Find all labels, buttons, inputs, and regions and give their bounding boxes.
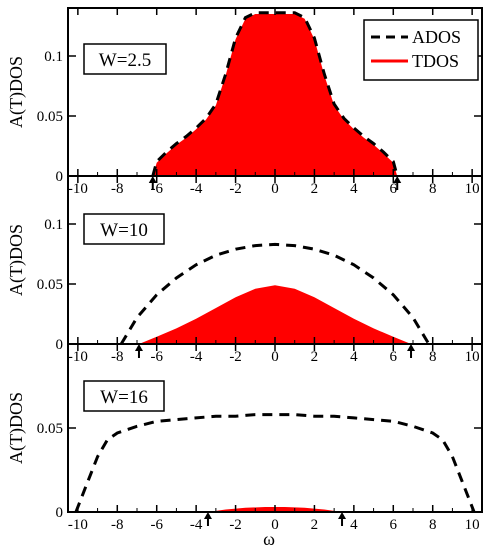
y-tick-label-panel-1: 0.05 <box>37 109 63 125</box>
x-tick-label-panel-3: 8 <box>429 517 437 533</box>
x-tick-label-panel-1: 4 <box>350 181 358 197</box>
edge-arrow-head-panel-3 <box>203 512 212 519</box>
panel-label-box-3 <box>83 380 165 412</box>
x-tick-label-panel-3: 10 <box>465 517 480 533</box>
x-tick-label-panel-1: 6 <box>390 181 398 197</box>
y-axis-title-panel-2: A(T)DOS <box>6 224 27 296</box>
x-tick-label-panel-2: 0 <box>271 349 279 365</box>
x-tick-label-panel-1: -4 <box>190 181 203 197</box>
x-tick-label-panel-3: -6 <box>150 517 163 533</box>
x-tick-label-panel-3: -8 <box>111 517 124 533</box>
x-tick-label-panel-2: -8 <box>111 349 124 365</box>
x-tick-label-panel-1: -2 <box>229 181 242 197</box>
edge-arrow-head-panel-1 <box>393 176 402 183</box>
y-tick-label-panel-3: 0.05 <box>37 421 63 437</box>
x-tick-label-panel-1: -8 <box>111 181 124 197</box>
tdos-area-panel-1 <box>152 14 398 176</box>
x-tick-label-panel-2: 6 <box>390 349 398 365</box>
panel-3: -10 -8 -6 -4 -2 0 2 4 6 8 10 0 0.05 W=16 A(T)DOS <box>6 343 483 533</box>
edge-arrow-head-panel-2 <box>134 344 143 351</box>
x-tick-label-panel-2: 4 <box>350 349 358 365</box>
x-tick-label-panel-2: -10 <box>68 349 88 365</box>
legend: ADOS TDOS <box>363 19 479 81</box>
y-tick-label-panel-1: 0.1 <box>44 49 63 65</box>
edge-arrow-head-panel-3 <box>338 512 347 519</box>
x-tick-label-panel-2: 8 <box>429 349 437 365</box>
legend-box <box>363 19 479 81</box>
x-tick-label-panel-2: 10 <box>465 349 480 365</box>
panel-2: -10 -8 -6 -4 -2 0 2 4 6 8 10 0 0.05 0.1 W=10 A(T)DOS <box>6 175 483 365</box>
x-tick-label-panel-2: -4 <box>190 349 203 365</box>
panel-label-box-1 <box>83 43 167 75</box>
x-tick-label-panel-3: 2 <box>311 517 319 533</box>
x-tick-label-panel-1: 10 <box>465 181 480 197</box>
ados-line-panel-1 <box>151 11 399 177</box>
tdos-area-panel-2 <box>139 285 411 344</box>
panel-label-2: W=10 <box>100 220 148 241</box>
y-axis-title-panel-1: A(T)DOS <box>6 56 27 128</box>
x-tick-label-panel-3: 6 <box>390 517 398 533</box>
x-tick-label-panel-1: 8 <box>429 181 437 197</box>
x-tick-label-panel-3: -2 <box>229 517 242 533</box>
ados-line-panel-2 <box>119 242 431 345</box>
x-tick-label-panel-3: 4 <box>350 517 358 533</box>
edge-arrow-head-panel-1 <box>148 176 157 183</box>
y-axis-title-panel-3: A(T)DOS <box>6 392 27 464</box>
y-tick-label-panel-1: 0 <box>56 169 64 185</box>
legend-ados-label: ADOS <box>412 27 461 47</box>
panel-label-1: W=2.5 <box>99 50 151 71</box>
panel-label-3: W=16 <box>100 387 148 408</box>
y-tick-label-panel-2: 0 <box>56 337 64 353</box>
x-tick-label-panel-2: -6 <box>150 349 163 365</box>
x-tick-label-panel-1: 0 <box>271 181 279 197</box>
x-tick-label-panel-3: -10 <box>68 517 88 533</box>
x-tick-label-panel-1: 2 <box>311 181 319 197</box>
x-tick-label-panel-3: 0 <box>271 517 279 533</box>
x-tick-label-panel-2: 2 <box>311 349 319 365</box>
edge-arrow-head-panel-2 <box>407 344 416 351</box>
y-tick-label-panel-2: 0.05 <box>37 277 63 293</box>
panel-label-box-2 <box>83 213 165 245</box>
y-tick-label-panel-2: 0.1 <box>44 217 63 233</box>
x-tick-label-panel-1: -10 <box>68 181 88 197</box>
x-axis-title: ω <box>263 529 275 549</box>
legend-tdos-label: TDOS <box>412 51 459 71</box>
ados-line-panel-3 <box>74 413 476 513</box>
y-tick-label-panel-3: 0 <box>56 505 64 521</box>
x-tick-label-panel-3: -4 <box>190 517 203 533</box>
x-tick-label-panel-2: -2 <box>229 349 242 365</box>
